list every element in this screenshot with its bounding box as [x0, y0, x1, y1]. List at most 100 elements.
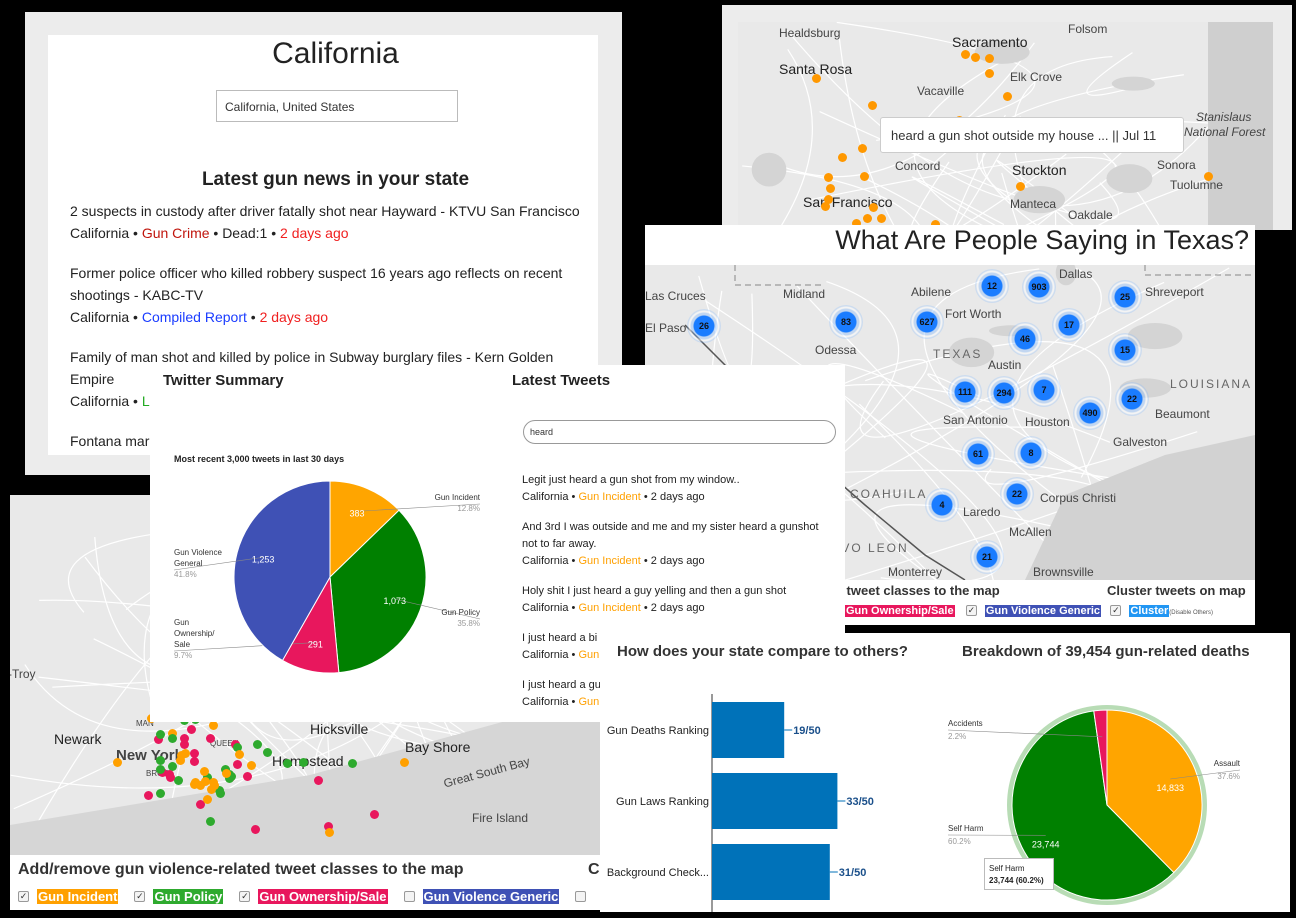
tweet-marker[interactable] [314, 776, 324, 786]
tweet-marker[interactable] [985, 54, 994, 63]
tweet-marker[interactable] [826, 184, 835, 193]
tweet-marker[interactable] [863, 214, 872, 223]
location-input[interactable]: California, United States [216, 90, 458, 122]
tweet-marker[interactable] [370, 809, 380, 819]
tweet-marker[interactable] [821, 202, 830, 211]
tweet-marker[interactable] [961, 50, 970, 59]
chip-gun-ownership[interactable]: Gun Ownership/Sale [845, 605, 955, 617]
tweet-marker[interactable] [205, 816, 215, 826]
tweet-marker[interactable] [282, 759, 292, 769]
tweet-marker[interactable] [868, 101, 877, 110]
tweet-marker[interactable] [1016, 182, 1025, 191]
tweet-item[interactable]: And 3rd I was outside and me and my sist… [522, 519, 822, 570]
tweet-category[interactable]: Gun Incident [578, 491, 641, 503]
news-category[interactable]: Compiled Report [141, 309, 247, 325]
chip-gun-ownership-sale[interactable]: Gun Ownership/Sale [258, 889, 388, 904]
pie-slice[interactable] [329, 480, 400, 579]
chip-gun-violence-generic[interactable]: Gun Violence Generic [422, 889, 560, 904]
tweet-item[interactable]: I just heard a bi California • Gun [522, 630, 822, 664]
cluster-marker[interactable]: 490 [1073, 396, 1107, 430]
tweet-marker[interactable] [852, 219, 861, 228]
tweet-item[interactable]: Holy shit I just heard a guy yelling and… [522, 583, 822, 617]
cluster-marker[interactable]: 12 [975, 269, 1009, 303]
tweet-marker[interactable] [174, 775, 184, 785]
chip-gun-violence-generic[interactable]: Gun Violence Generic [984, 605, 1102, 617]
tweet-marker[interactable] [232, 760, 242, 770]
chip-checkbox[interactable] [575, 891, 587, 903]
news-headline[interactable]: Former police officer who killed robbery… [70, 265, 563, 303]
tweet-category[interactable]: Gun Incident [578, 602, 641, 614]
ranking-bar[interactable] [712, 702, 785, 758]
cluster-marker[interactable]: 26 [687, 309, 721, 343]
news-item[interactable]: Family of man shot and killed by police … [70, 346, 598, 412]
chip-checkbox[interactable]: ✓ [239, 891, 251, 903]
cluster-marker[interactable]: 15 [1108, 333, 1142, 367]
news-category[interactable]: Gun Crime [141, 225, 210, 241]
tweet-marker[interactable] [233, 742, 243, 752]
tweet-marker[interactable] [176, 755, 185, 765]
tweet-marker[interactable] [190, 756, 200, 766]
tweet-marker[interactable] [195, 780, 205, 790]
tweet-marker[interactable] [869, 203, 878, 212]
tweet-marker[interactable] [242, 771, 252, 781]
tweet-marker[interactable] [168, 729, 178, 739]
ranking-bar[interactable] [712, 844, 830, 900]
checkbox-gun-violence-generic[interactable]: ✓ [965, 605, 977, 617]
tweet-marker[interactable] [155, 788, 165, 798]
tweet-item[interactable]: I just heard a gu California • Gun [522, 677, 822, 711]
tweet-marker[interactable] [263, 747, 273, 757]
news-headline[interactable]: Fontana mar [70, 433, 150, 449]
tweet-marker[interactable] [209, 777, 219, 787]
tweet-marker[interactable] [253, 740, 263, 750]
tweet-marker[interactable] [251, 825, 261, 835]
cluster-marker[interactable]: 7 [1027, 373, 1061, 407]
tweet-category[interactable]: Gun [578, 696, 600, 708]
tweet-marker[interactable] [824, 173, 833, 182]
tweet-marker[interactable] [931, 220, 940, 229]
tweet-marker[interactable] [199, 767, 209, 777]
tweet-marker[interactable] [167, 761, 177, 771]
news-category[interactable]: L [141, 393, 150, 409]
tweet-item[interactable]: Legit just heard a gun shot from my wind… [522, 472, 822, 506]
ranking-bar[interactable] [712, 773, 838, 829]
tweet-marker[interactable] [155, 730, 165, 740]
tweet-marker[interactable] [187, 725, 197, 735]
news-headline[interactable]: 2 suspects in custody after driver fatal… [70, 203, 580, 219]
chip-gun-incident[interactable]: Gun Incident [37, 889, 119, 904]
tweet-marker[interactable] [1204, 172, 1213, 181]
cluster-marker[interactable]: 61 [961, 437, 995, 471]
cluster-marker[interactable]: 111 [948, 375, 982, 409]
pie-slice[interactable] [1106, 709, 1203, 874]
tweet-marker[interactable] [234, 749, 244, 759]
chip-cluster[interactable]: Cluster [1129, 605, 1170, 617]
tweet-marker[interactable] [298, 758, 308, 768]
checkbox-cluster[interactable]: ✓ [1110, 605, 1122, 617]
cluster-marker[interactable]: 17 [1052, 308, 1086, 342]
tweet-marker[interactable] [209, 721, 219, 731]
cluster-marker[interactable]: 8 [1014, 436, 1048, 470]
tweet-search-input[interactable]: heard [523, 420, 836, 444]
tweet-marker[interactable] [838, 153, 847, 162]
cluster-marker[interactable]: 21 [970, 540, 1004, 574]
news-item[interactable]: Fontana mar [70, 430, 598, 452]
pie-slice[interactable] [1093, 709, 1108, 806]
tweet-category[interactable]: Gun Incident [578, 555, 641, 567]
tweet-marker[interactable] [877, 214, 886, 223]
chip-checkbox[interactable] [403, 891, 415, 903]
tweet-marker[interactable] [189, 749, 199, 759]
cluster-marker[interactable]: 25 [1108, 280, 1142, 314]
tweet-marker[interactable] [156, 764, 166, 774]
news-item[interactable]: 2 suspects in custody after driver fatal… [70, 200, 598, 244]
tweet-marker[interactable] [113, 758, 123, 768]
chip-checkbox[interactable]: ✓ [18, 891, 29, 903]
tweet-marker[interactable] [164, 770, 174, 780]
cluster-marker[interactable]: 4 [925, 488, 959, 522]
tweet-marker[interactable] [196, 799, 206, 809]
tweet-marker[interactable] [227, 771, 237, 781]
tweet-marker[interactable] [400, 757, 410, 767]
tweet-marker[interactable] [205, 734, 215, 744]
tweet-marker[interactable] [202, 795, 212, 805]
tweet-marker[interactable] [812, 74, 821, 83]
tweet-marker[interactable] [155, 756, 165, 766]
news-headline[interactable]: Family of man shot and killed by police … [70, 349, 554, 387]
